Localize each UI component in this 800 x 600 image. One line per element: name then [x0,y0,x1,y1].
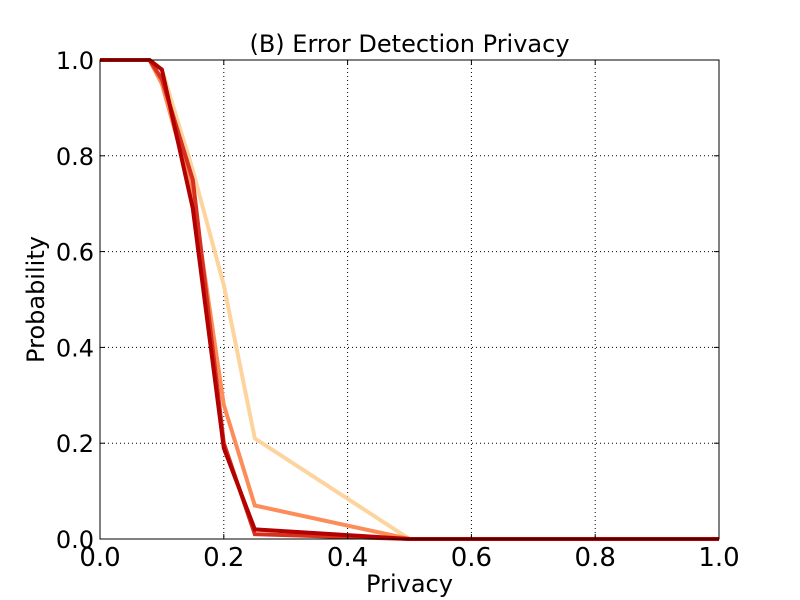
plot-frame [99,59,720,540]
y-tick-label-1: 0.2 [56,430,94,458]
y-tick-label-0: 0.0 [56,526,94,554]
y-tick-label-3: 0.6 [56,239,94,267]
axis-ticks: 0.0 0.2 0.4 0.6 0.8 1.0 0.0 0.2 0.4 0.6 0.8 1.0 [56,47,740,573]
y-axis-label: Probability [22,236,50,363]
x-axis-label: Privacy [366,570,453,598]
x-tick-label-0: 0.0 [79,543,120,573]
chart-title: (B) Error Detection Privacy [249,30,569,58]
x-tick-label-2: 0.4 [327,543,368,573]
y-tick-label-2: 0.4 [56,334,94,362]
y-tick-label-4: 0.8 [56,143,94,171]
plot-area [100,60,719,539]
x-tick-label-3: 0.6 [451,543,492,573]
series-line-3 [100,58,719,541]
y-tick-label-5: 1.0 [56,47,94,75]
x-tick-label-5: 1.0 [698,543,739,573]
series-lines [100,58,719,541]
x-tick-label-1: 0.2 [203,543,244,573]
x-tick-label-4: 0.8 [575,543,616,573]
